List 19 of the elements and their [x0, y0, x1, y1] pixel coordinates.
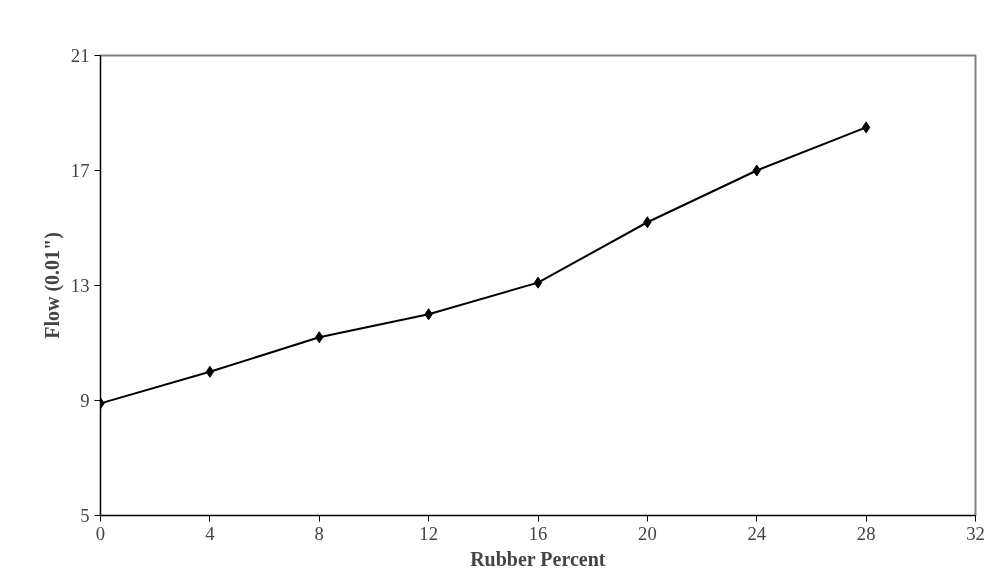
point — [861, 121, 871, 134]
y-tick-label: 13 — [70, 275, 90, 296]
x-tick-label: 32 — [966, 522, 985, 544]
y-axis-title: Flow (0.01") — [40, 232, 64, 339]
x-tick-label: 4 — [205, 522, 216, 544]
x-axis-title: Rubber Percent — [470, 547, 606, 570]
x-tick-label: 16 — [528, 522, 548, 544]
x-tick-label: 0 — [95, 522, 106, 544]
x-tick-label: 12 — [419, 522, 438, 544]
x-tick-label: 24 — [747, 522, 767, 544]
x-tick-label: 28 — [856, 522, 876, 544]
point — [533, 276, 543, 289]
y-tick-label: 9 — [80, 390, 90, 411]
x-tick-label: 20 — [638, 522, 657, 544]
x-tick-label: 8 — [314, 522, 324, 544]
y-tick-label: 5 — [80, 505, 90, 526]
y-tick-label: 21 — [70, 45, 90, 66]
y-tick-label: 17 — [70, 160, 90, 181]
point — [205, 365, 215, 378]
